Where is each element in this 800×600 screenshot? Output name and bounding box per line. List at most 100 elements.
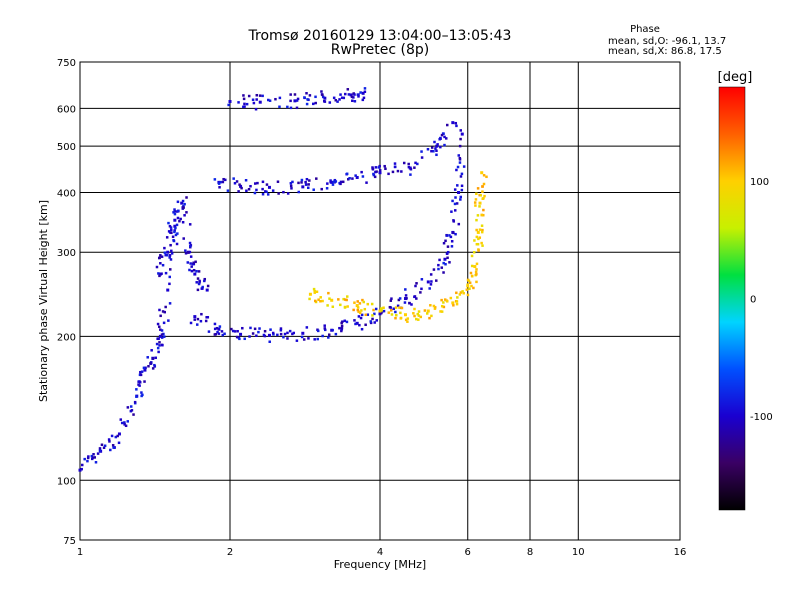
y-tick-label: 75: [63, 536, 76, 547]
echo-point: [172, 211, 175, 214]
echo-point: [241, 326, 244, 330]
echo-point: [173, 210, 177, 213]
echo-point: [87, 455, 90, 458]
echo-point: [157, 272, 160, 275]
echo-point: [346, 295, 349, 298]
echo-point: [331, 183, 335, 186]
echo-point: [340, 329, 343, 333]
echo-point: [388, 305, 392, 309]
echo-point: [347, 178, 350, 181]
echo-point: [403, 301, 407, 304]
echo-point: [319, 300, 322, 303]
echo-point: [416, 312, 420, 316]
echo-point: [255, 334, 258, 337]
echo-point: [307, 183, 310, 186]
echo-point: [419, 315, 423, 319]
echo-point: [282, 190, 285, 194]
echo-point: [289, 93, 292, 96]
echo-point: [430, 280, 433, 283]
echo-point: [466, 283, 469, 286]
data-point: [361, 91, 365, 95]
colorbar-tick-label: -100: [750, 412, 773, 423]
echo-point: [462, 291, 465, 295]
echo-point: [455, 124, 458, 128]
echo-point: [123, 421, 126, 424]
echo-point: [358, 302, 362, 305]
echo-point: [167, 221, 170, 225]
echo-point: [315, 177, 318, 180]
echo-point: [217, 182, 221, 185]
echo-point: [452, 304, 455, 307]
y-tick-label: 500: [57, 142, 76, 153]
echo-point: [139, 370, 142, 374]
echo-point: [477, 237, 480, 241]
echo-point: [272, 333, 275, 336]
echo-point: [188, 223, 192, 226]
echo-point: [438, 137, 441, 141]
echo-point: [159, 314, 162, 318]
echo-point: [345, 298, 348, 302]
echo-point: [274, 97, 277, 101]
echo-point: [359, 91, 362, 94]
echo-point: [328, 101, 332, 104]
echo-point: [91, 456, 95, 459]
colorbar-gradient: [718, 86, 746, 511]
echo-point: [238, 183, 241, 186]
echo-point: [304, 180, 307, 184]
echo-point: [374, 170, 377, 174]
echo-point: [140, 370, 144, 373]
echo-point: [245, 102, 249, 106]
echo-point: [429, 283, 433, 286]
echo-point: [328, 297, 331, 300]
echo-point: [440, 310, 444, 313]
echo-point: [432, 150, 435, 153]
echo-point: [198, 281, 201, 284]
echo-point: [480, 230, 484, 234]
x-tick-label: 4: [377, 547, 383, 558]
echo-point: [429, 304, 432, 307]
echo-point: [286, 192, 290, 195]
echo-point: [151, 367, 155, 370]
echo-point: [404, 288, 407, 291]
echo-point: [147, 365, 150, 368]
echo-point: [107, 438, 111, 441]
echo-point: [305, 102, 309, 106]
echo-point: [475, 218, 478, 222]
echo-point: [353, 100, 357, 103]
echo-point: [237, 101, 240, 104]
y-tick-label: 750: [57, 58, 76, 69]
data-point: [193, 272, 197, 276]
echo-point: [450, 210, 453, 213]
echo-point: [331, 328, 334, 332]
echo-point: [413, 295, 416, 299]
echo-point: [313, 338, 316, 341]
echo-point: [448, 261, 451, 264]
echo-point: [482, 213, 485, 217]
echo-point: [459, 195, 463, 199]
echo-point: [360, 327, 364, 331]
echo-point: [366, 313, 370, 316]
echo-point: [409, 167, 413, 171]
echo-point: [295, 99, 299, 102]
echo-point: [159, 254, 162, 257]
echo-point: [218, 186, 221, 189]
echo-point: [163, 251, 167, 254]
echo-point: [459, 129, 463, 132]
echo-point: [165, 253, 169, 257]
echo-point: [256, 181, 259, 185]
echo-point: [261, 187, 264, 191]
echo-point: [417, 314, 421, 317]
echo-point: [264, 190, 267, 193]
echo-point: [154, 356, 157, 360]
echo-point: [455, 300, 459, 303]
echo-point: [380, 309, 383, 312]
echo-point: [302, 338, 306, 341]
echo-point: [120, 421, 124, 425]
echo-point: [83, 457, 86, 461]
echo-point: [413, 166, 416, 169]
echo-point: [332, 180, 336, 183]
data-point: [426, 280, 430, 284]
echo-point: [307, 337, 310, 340]
echo-point: [442, 241, 446, 245]
echo-point: [173, 208, 176, 211]
